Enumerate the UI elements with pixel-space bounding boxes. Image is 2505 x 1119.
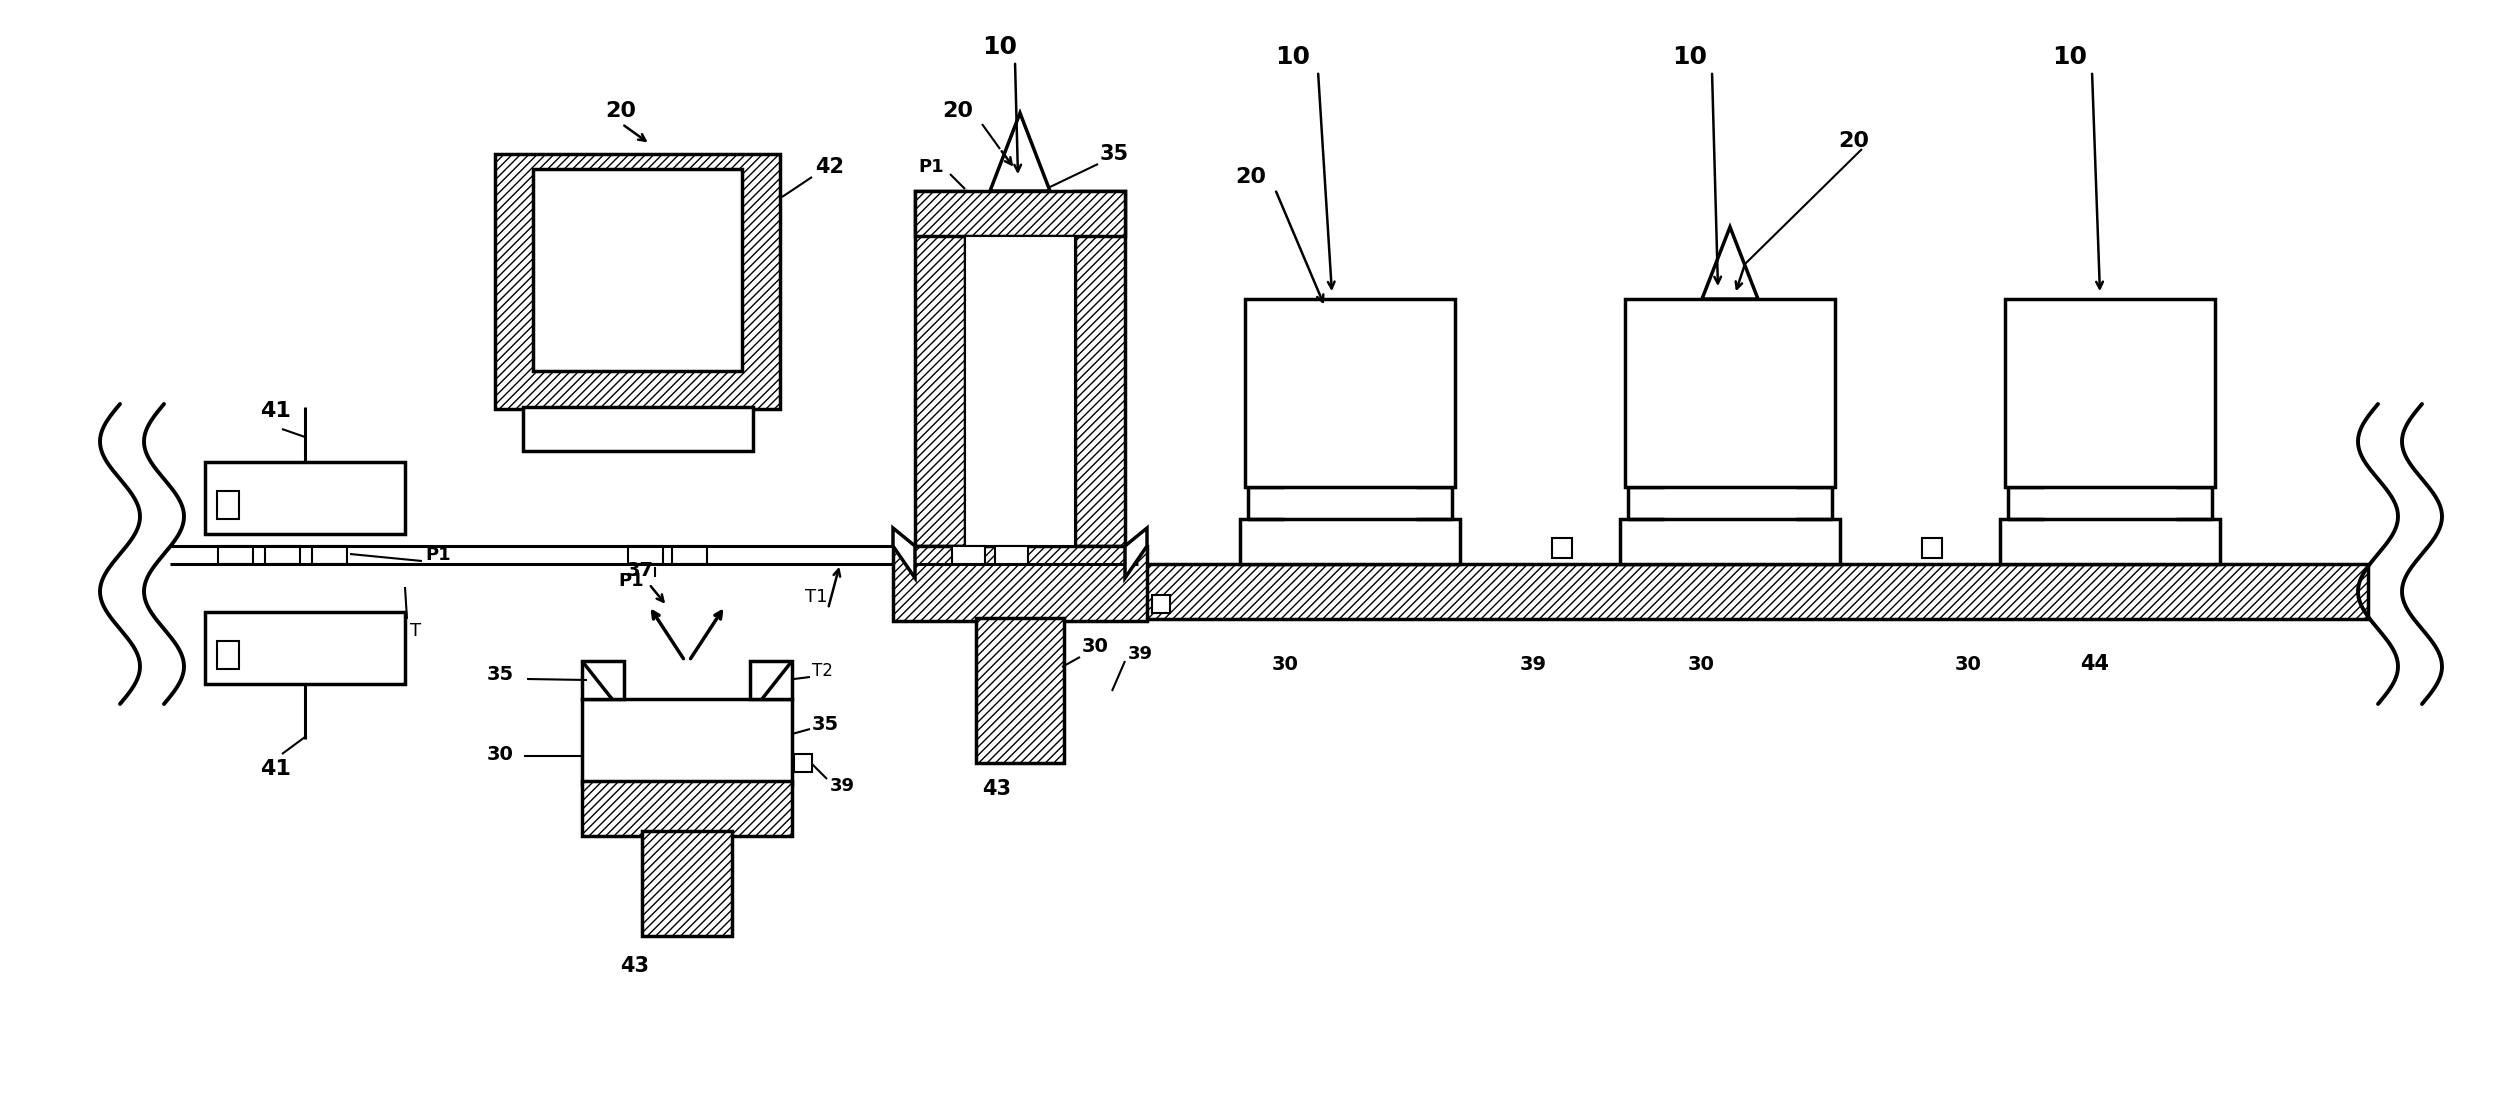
Bar bbox=[524, 407, 752, 451]
Bar bbox=[581, 699, 792, 784]
Bar bbox=[534, 169, 741, 372]
Text: 37: 37 bbox=[626, 562, 654, 581]
Text: 30: 30 bbox=[486, 744, 514, 763]
Bar bbox=[977, 618, 1065, 763]
Polygon shape bbox=[892, 528, 914, 579]
Bar bbox=[749, 661, 792, 699]
Bar bbox=[1075, 191, 1125, 546]
Text: T1: T1 bbox=[804, 587, 827, 606]
Text: 39: 39 bbox=[829, 777, 854, 794]
Bar bbox=[205, 462, 406, 534]
Text: 30: 30 bbox=[1273, 655, 1300, 674]
Bar bbox=[629, 546, 664, 564]
Text: 43: 43 bbox=[621, 956, 649, 976]
Bar bbox=[1152, 595, 1170, 613]
Text: 39: 39 bbox=[1521, 655, 1548, 674]
Bar bbox=[964, 236, 1075, 546]
Text: 43: 43 bbox=[982, 779, 1012, 799]
Text: P1: P1 bbox=[619, 572, 644, 590]
Text: 41: 41 bbox=[261, 759, 291, 779]
Bar bbox=[1626, 299, 1836, 487]
Bar bbox=[671, 546, 706, 564]
Bar bbox=[581, 781, 792, 836]
Text: 20: 20 bbox=[1839, 131, 1869, 151]
Text: T: T bbox=[411, 622, 421, 640]
Bar bbox=[1137, 564, 2367, 619]
Bar bbox=[266, 546, 301, 564]
Text: 35: 35 bbox=[486, 665, 514, 684]
Text: 30: 30 bbox=[1688, 655, 1716, 674]
Bar bbox=[1245, 299, 1455, 487]
Text: 10: 10 bbox=[1275, 45, 1310, 69]
Polygon shape bbox=[1701, 227, 1759, 299]
Bar bbox=[952, 546, 984, 564]
Text: P1: P1 bbox=[426, 546, 451, 564]
Text: P1: P1 bbox=[917, 158, 944, 176]
Bar bbox=[496, 154, 779, 410]
Bar bbox=[581, 661, 624, 699]
Text: 42: 42 bbox=[814, 157, 844, 177]
Polygon shape bbox=[989, 113, 1050, 191]
Text: 44: 44 bbox=[2079, 653, 2109, 674]
Text: 39: 39 bbox=[1127, 645, 1152, 662]
Text: 35: 35 bbox=[1100, 144, 1130, 164]
Text: 35: 35 bbox=[812, 715, 839, 733]
Bar bbox=[205, 612, 406, 684]
Bar bbox=[1921, 538, 1941, 558]
Text: 30: 30 bbox=[1082, 638, 1110, 657]
Bar bbox=[794, 754, 812, 772]
Bar bbox=[1240, 519, 1460, 564]
Bar bbox=[914, 191, 964, 546]
Text: 20: 20 bbox=[1235, 167, 1265, 187]
Bar bbox=[218, 546, 253, 564]
Text: 30: 30 bbox=[1954, 655, 1981, 674]
Bar bbox=[218, 641, 238, 669]
Bar bbox=[1999, 519, 2219, 564]
Bar bbox=[914, 191, 1125, 236]
Bar bbox=[641, 831, 731, 935]
Bar bbox=[1621, 519, 1841, 564]
Polygon shape bbox=[1125, 528, 1147, 579]
Text: 20: 20 bbox=[942, 101, 972, 121]
Bar bbox=[313, 546, 348, 564]
Text: 41: 41 bbox=[261, 401, 291, 421]
Bar bbox=[994, 546, 1027, 564]
Text: 20: 20 bbox=[606, 101, 636, 121]
Bar bbox=[218, 491, 238, 519]
Text: 10: 10 bbox=[1671, 45, 1706, 69]
Bar bbox=[2004, 299, 2214, 487]
Text: 10: 10 bbox=[982, 35, 1017, 59]
Text: T2: T2 bbox=[812, 662, 832, 680]
Bar bbox=[1553, 538, 1573, 558]
Bar bbox=[892, 546, 1147, 621]
Text: 10: 10 bbox=[2052, 45, 2087, 69]
